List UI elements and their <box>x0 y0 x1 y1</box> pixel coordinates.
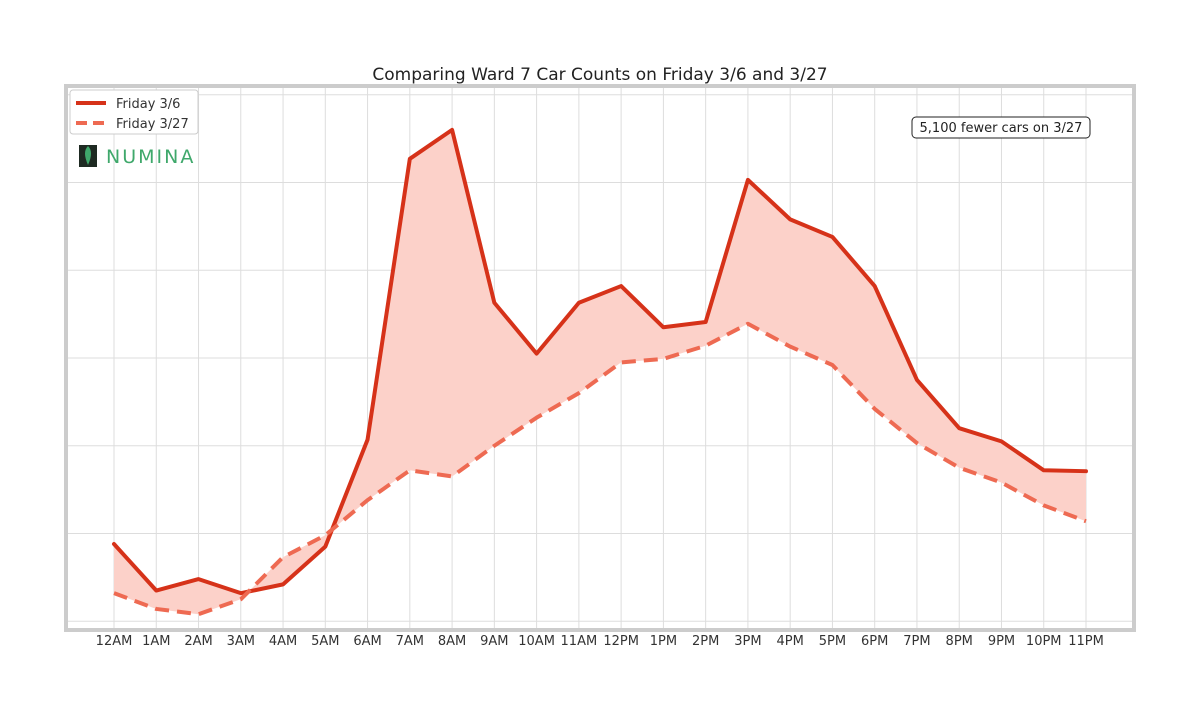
x-tick-label: 1PM <box>650 634 677 649</box>
x-tick-label: 9PM <box>988 634 1015 649</box>
x-tick-label: 9AM <box>480 634 508 649</box>
x-tick-label: 4PM <box>777 634 804 649</box>
x-tick-label: 11PM <box>1068 634 1104 649</box>
x-tick-label: 2AM <box>184 634 212 649</box>
x-tick-label: 7AM <box>396 634 424 649</box>
plot-frame <box>64 84 1136 632</box>
x-tick-label: 8AM <box>438 634 466 649</box>
logo-text: NUMINA <box>106 146 195 168</box>
x-tick-label: 11AM <box>561 634 598 649</box>
logo-leaf-icon <box>85 146 91 165</box>
x-axis-ticks: 12AM 1AM 2AM 3AM 4AM 5AM 6AM 7AM 8AM 9AM 10AM 11AM 1… <box>96 634 1104 649</box>
annotation: 5,100 fewer cars on 3/27 <box>911 116 1091 139</box>
legend: Friday 3/6 Friday 3/27 <box>69 89 199 135</box>
annotation-box <box>911 116 1091 139</box>
series-line-friday-3-6 <box>112 127 1088 596</box>
series-lines <box>112 127 1088 617</box>
legend-label-friday-3-6: Friday 3/6 <box>116 97 180 112</box>
x-tick-label: 5AM <box>311 634 339 649</box>
x-tick-label: 4AM <box>269 634 297 649</box>
x-tick-label: 10PM <box>1026 634 1062 649</box>
x-tick-label: 6PM <box>861 634 888 649</box>
fill-between-area <box>114 129 1086 615</box>
x-tick-label: 1AM <box>142 634 170 649</box>
x-tick-label: 3AM <box>227 634 255 649</box>
numina-logo: NUMINA <box>79 145 195 168</box>
x-tick-label: 10AM <box>518 634 555 649</box>
x-tick-label: 12AM <box>96 634 133 649</box>
x-tick-label: 5PM <box>819 634 846 649</box>
x-tick-label: 2PM <box>692 634 719 649</box>
x-tick-label: 12PM <box>603 634 639 649</box>
series-line-friday-3-27 <box>113 321 1087 617</box>
fill-between-polygon <box>114 129 1086 615</box>
x-tick-label: 3PM <box>734 634 761 649</box>
legend-label-friday-3-27: Friday 3/27 <box>116 117 189 132</box>
annotation-text: 5,100 fewer cars on 3/27 <box>920 121 1083 136</box>
chart-title: Comparing Ward 7 Car Counts on Friday 3/… <box>372 65 827 85</box>
x-tick-label: 8PM <box>946 634 973 649</box>
x-tick-label: 6AM <box>353 634 381 649</box>
x-tick-label: 7PM <box>903 634 930 649</box>
